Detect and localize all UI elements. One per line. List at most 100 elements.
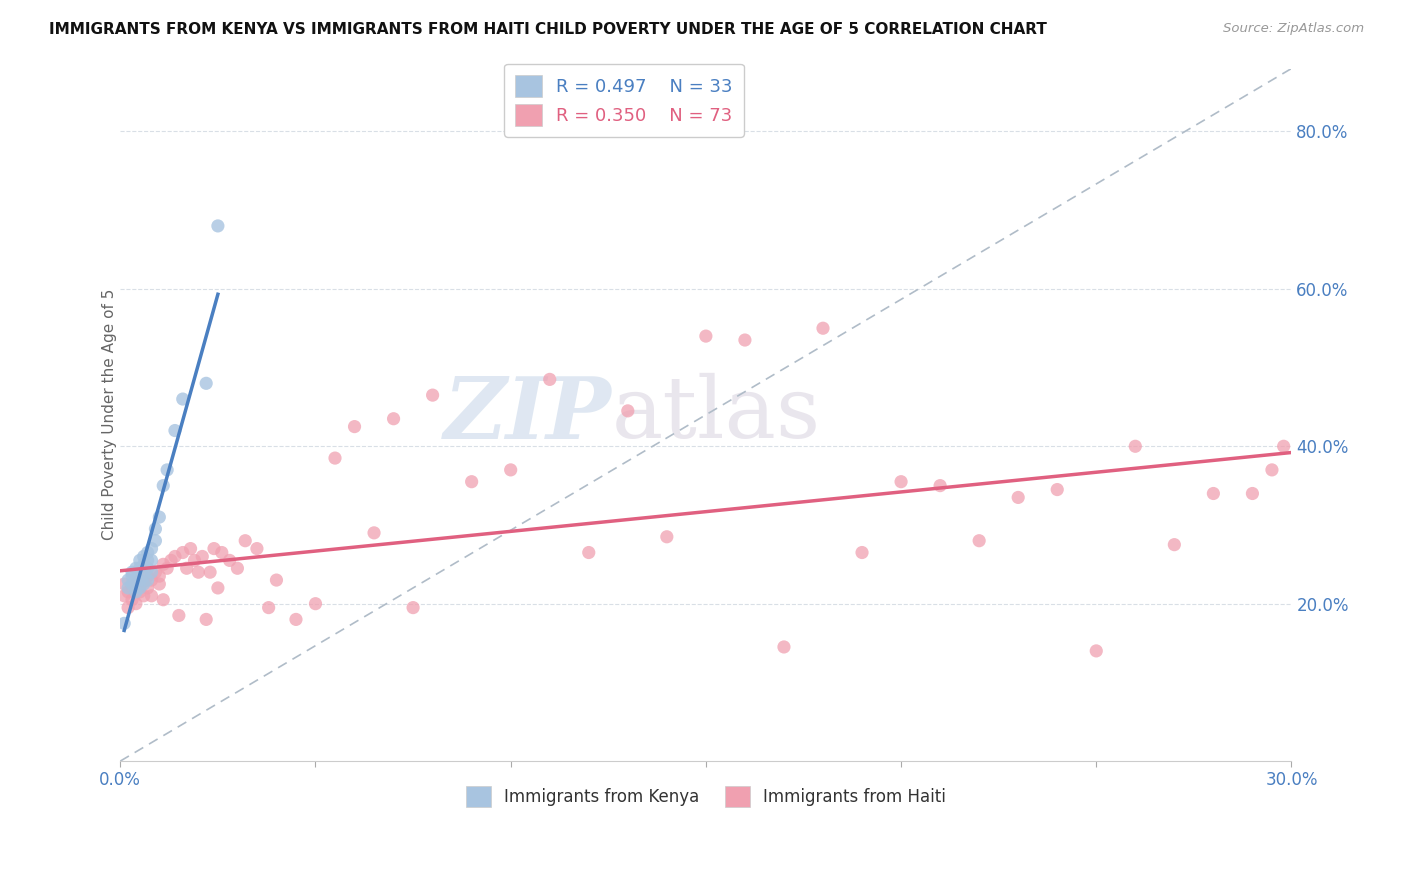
Point <box>148 510 170 524</box>
Point <box>141 541 163 556</box>
Point <box>617 404 640 418</box>
Point <box>1241 486 1264 500</box>
Point <box>1046 483 1069 497</box>
Point <box>125 561 148 575</box>
Point <box>402 600 425 615</box>
Text: Source: ZipAtlas.com: Source: ZipAtlas.com <box>1223 22 1364 36</box>
Point <box>233 533 256 548</box>
Point <box>136 569 159 583</box>
Point <box>128 573 150 587</box>
Point <box>152 478 174 492</box>
Point <box>132 569 155 583</box>
Point <box>145 565 167 579</box>
Point <box>152 592 174 607</box>
Point <box>851 545 873 559</box>
Point <box>128 581 150 595</box>
Point <box>207 219 229 233</box>
Point <box>125 573 148 587</box>
Point <box>132 589 155 603</box>
Point <box>125 577 148 591</box>
Point <box>128 553 150 567</box>
Point <box>132 577 155 591</box>
Point <box>578 545 600 559</box>
Point <box>343 419 366 434</box>
Point <box>180 541 202 556</box>
Point <box>266 573 288 587</box>
Point <box>121 565 143 579</box>
Point <box>121 577 143 591</box>
Point <box>156 463 179 477</box>
Point <box>1261 463 1284 477</box>
Point <box>285 612 308 626</box>
Point <box>382 411 405 425</box>
Point <box>363 525 385 540</box>
Point <box>128 585 150 599</box>
Point <box>1007 491 1029 505</box>
Point <box>136 581 159 595</box>
Point <box>202 541 225 556</box>
Text: ZIP: ZIP <box>444 373 612 457</box>
Point <box>211 545 233 559</box>
Point <box>195 376 218 391</box>
Point <box>121 569 143 583</box>
Point <box>198 565 221 579</box>
Point <box>246 541 269 556</box>
Point <box>112 577 135 591</box>
Point <box>1163 538 1185 552</box>
Point <box>655 530 678 544</box>
Point <box>112 589 135 603</box>
Text: IMMIGRANTS FROM KENYA VS IMMIGRANTS FROM HAITI CHILD POVERTY UNDER THE AGE OF 5 : IMMIGRANTS FROM KENYA VS IMMIGRANTS FROM… <box>49 22 1047 37</box>
Point <box>132 558 155 572</box>
Point <box>117 585 139 599</box>
Point <box>207 581 229 595</box>
Point <box>136 553 159 567</box>
Point <box>304 597 326 611</box>
Point <box>163 549 186 564</box>
Point <box>156 561 179 575</box>
Point <box>257 600 280 615</box>
Point <box>136 545 159 559</box>
Point <box>734 333 756 347</box>
Point <box>128 573 150 587</box>
Point <box>172 545 194 559</box>
Point <box>141 589 163 603</box>
Point <box>128 561 150 575</box>
Point <box>183 553 205 567</box>
Point <box>132 549 155 564</box>
Point <box>422 388 444 402</box>
Point <box>187 565 209 579</box>
Point <box>141 553 163 567</box>
Point <box>141 573 163 587</box>
Point <box>890 475 912 489</box>
Point <box>167 608 190 623</box>
Point <box>172 392 194 406</box>
Point <box>176 561 198 575</box>
Point <box>145 533 167 548</box>
Point <box>695 329 717 343</box>
Point <box>218 553 240 567</box>
Point <box>112 616 135 631</box>
Point <box>163 424 186 438</box>
Point <box>191 549 214 564</box>
Point <box>117 600 139 615</box>
Point <box>1272 439 1295 453</box>
Point <box>226 561 249 575</box>
Point <box>125 585 148 599</box>
Point <box>773 640 796 654</box>
Y-axis label: Child Poverty Under the Age of 5: Child Poverty Under the Age of 5 <box>101 289 117 541</box>
Point <box>148 577 170 591</box>
Point <box>195 612 218 626</box>
Point <box>323 451 346 466</box>
Point <box>1123 439 1146 453</box>
Point <box>538 372 561 386</box>
Point <box>141 565 163 579</box>
Text: atlas: atlas <box>612 373 821 457</box>
Point <box>811 321 834 335</box>
Point <box>160 553 183 567</box>
Point <box>136 573 159 587</box>
Point <box>152 558 174 572</box>
Point <box>136 561 159 575</box>
Point <box>499 463 522 477</box>
Point <box>967 533 990 548</box>
Point <box>132 574 155 589</box>
